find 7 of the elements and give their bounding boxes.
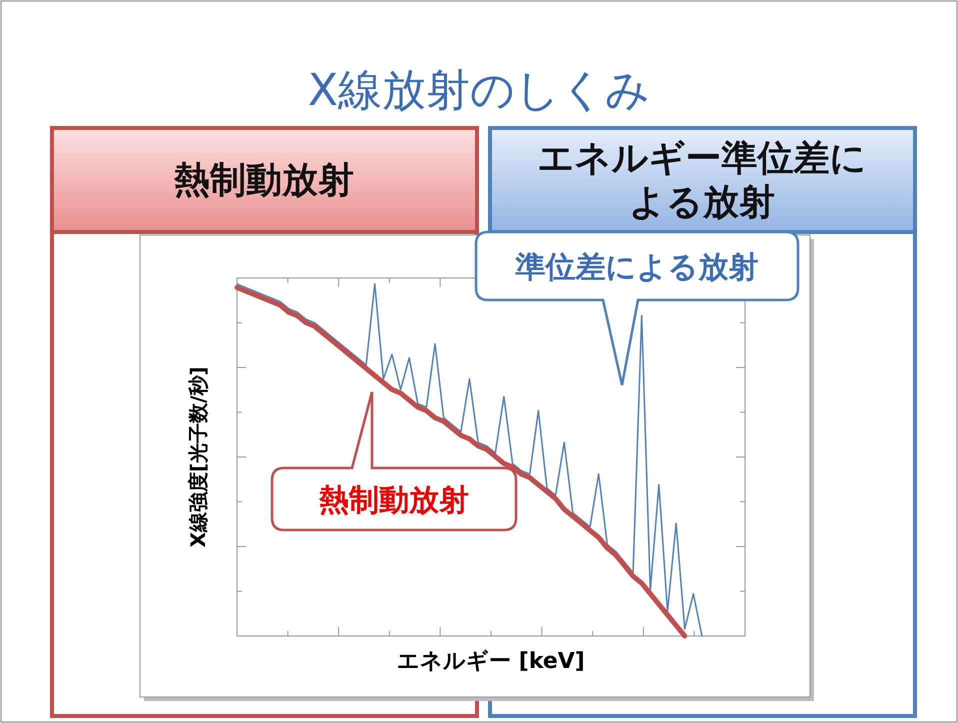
chart-title: X線放射のしくみ xyxy=(308,65,650,116)
text: エネルギー準位差による放射 xyxy=(538,138,866,223)
text: 熱制動放射 xyxy=(173,160,354,201)
annotation: 熱制動放射 xyxy=(318,483,469,518)
y-axis-title: X線強度[光子数/秒] xyxy=(186,366,210,548)
x-axis-title: エネルギー [keV] xyxy=(397,649,585,674)
annotation: 準位差による放射 xyxy=(514,250,758,285)
